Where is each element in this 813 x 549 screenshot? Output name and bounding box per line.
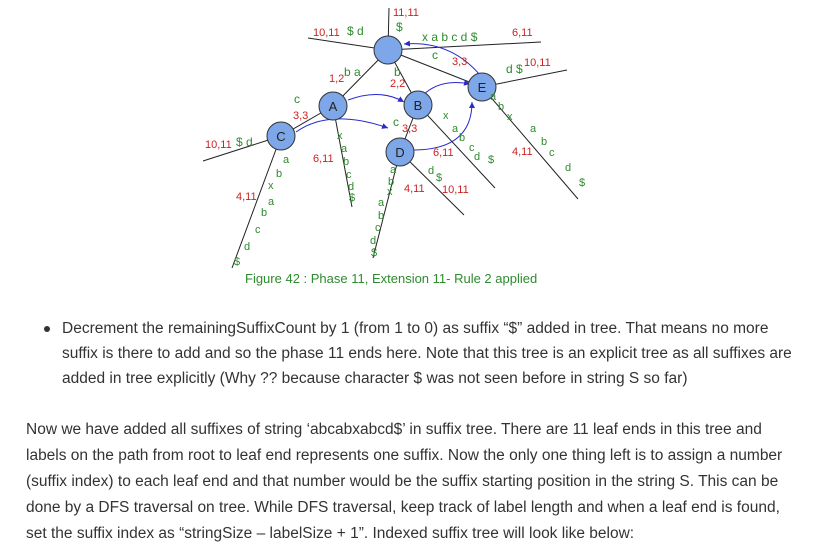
edge-b-leaf <box>417 104 496 189</box>
svg-text:a: a <box>268 196 275 208</box>
svg-text:x: x <box>507 111 513 123</box>
d-leaf2-index: 10,11 <box>442 184 469 196</box>
link-b-e <box>421 79 471 97</box>
a-c-index: 3,3 <box>293 110 308 122</box>
svg-text:b: b <box>378 210 384 222</box>
leaf-char-runs: a b x a b c d $ x a b c d $ a b x a b c … <box>234 91 585 268</box>
svg-text:$: $ <box>579 177 585 189</box>
node-c-letter: C <box>276 129 285 144</box>
body-paragraph: Now we have added all suffixes of string… <box>26 421 783 542</box>
root-a-index: 1,2 <box>329 73 344 85</box>
svg-text:$: $ <box>349 192 355 204</box>
node-e-letter: E <box>478 80 487 95</box>
e-leaf-index: 4,11 <box>512 146 533 158</box>
link-d-b <box>412 101 475 151</box>
link-e-root <box>403 40 481 76</box>
bullet-text: Decrement the remainingSuffixCount by 1 … <box>62 320 792 387</box>
suffix-tree-diagram: A B C D E 11,11 $ 10,11 $ d x a b c d $ … <box>202 7 585 269</box>
svg-text:b: b <box>261 207 267 219</box>
edge-d-leaf2 <box>399 151 465 216</box>
b-d-index: 3,3 <box>402 123 417 135</box>
svg-text:$: $ <box>234 256 240 268</box>
svg-text:a: a <box>341 143 348 155</box>
svg-text:c: c <box>549 147 555 159</box>
svg-text:a: a <box>490 91 497 103</box>
node-letters: A B C D E <box>276 80 486 160</box>
figure-caption: Figure 42 : Phase 11, Extension 11- Rule… <box>245 271 538 286</box>
a-leaf-index: 6,11 <box>313 153 334 165</box>
svg-text:c: c <box>346 169 352 181</box>
root-right-index: 6,11 <box>512 27 533 39</box>
edge-d-leaf1 <box>372 151 401 259</box>
node-a-letter: A <box>329 99 338 114</box>
svg-text:b: b <box>498 101 504 113</box>
b-d-chars: c <box>393 115 399 129</box>
svg-text:d: d <box>428 165 434 177</box>
root-e-char: c <box>432 48 438 62</box>
svg-text:c: c <box>375 222 381 234</box>
suffix-tree-figure: A B C D E 11,11 $ 10,11 $ d x a b c d $ … <box>202 7 585 286</box>
d-leaf1-index: 4,11 <box>404 183 425 195</box>
edge-a-leaf <box>332 105 353 208</box>
svg-text:x: x <box>387 186 393 198</box>
root-e-index: 3,3 <box>452 56 467 68</box>
svg-text:x: x <box>443 110 449 122</box>
root-left-chars: $ d <box>347 24 364 38</box>
svg-text:d: d <box>565 162 571 174</box>
root-b-chars: b <box>394 65 401 79</box>
svg-text:d: d <box>370 235 376 247</box>
svg-text:b: b <box>459 132 465 144</box>
svg-text:x: x <box>268 180 274 192</box>
svg-text:a: a <box>390 164 397 176</box>
c-left-index: 10,11 <box>205 139 232 151</box>
edge-labels: 11,11 $ 10,11 $ d x a b c d $ 6,11 1,2 b… <box>205 7 551 203</box>
node-a <box>318 91 348 121</box>
svg-text:$: $ <box>488 154 494 166</box>
svg-text:x: x <box>337 130 343 142</box>
tree-nodes <box>266 35 497 167</box>
root-a-chars: b a <box>344 65 361 79</box>
root-left-index: 10,11 <box>313 27 340 39</box>
root-right-chars: x a b c d $ <box>422 30 478 44</box>
link-a-b <box>347 94 405 103</box>
root-top-dollar: $ <box>396 20 403 34</box>
svg-text:c: c <box>255 224 261 236</box>
c-leaf-index: 4,11 <box>236 191 257 203</box>
svg-text:d: d <box>348 181 354 193</box>
node-d <box>385 137 415 167</box>
node-b <box>403 90 433 120</box>
root-top-index: 11,11 <box>393 7 419 19</box>
b-leaf-index: 6,11 <box>433 147 454 159</box>
svg-text:a: a <box>530 123 537 135</box>
svg-text:a: a <box>283 154 290 166</box>
svg-text:$: $ <box>436 172 442 184</box>
svg-text:d: d <box>474 151 480 163</box>
c-left-chars: $ d <box>236 135 253 149</box>
node-d-letter: D <box>395 145 404 160</box>
edge-e-leaf <box>481 86 579 200</box>
edge-root-right <box>387 41 542 51</box>
svg-text:c: c <box>469 142 475 154</box>
root-node <box>373 35 403 65</box>
node-e <box>467 72 497 102</box>
edge-c-leaf <box>231 135 282 269</box>
svg-text:$: $ <box>371 247 377 259</box>
e-right-chars: d $ <box>506 62 523 76</box>
svg-text:b: b <box>388 176 394 188</box>
svg-text:d: d <box>244 241 250 253</box>
svg-text:b: b <box>276 168 282 180</box>
node-c <box>266 121 296 151</box>
svg-text:a: a <box>378 197 385 209</box>
root-b-index: 2,2 <box>390 78 405 90</box>
svg-text:b: b <box>541 136 547 148</box>
svg-text:a: a <box>452 123 459 135</box>
node-b-letter: B <box>414 98 423 113</box>
e-right-index: 10,11 <box>524 57 551 69</box>
a-c-chars: c <box>294 92 300 106</box>
bullet-dot <box>44 326 50 332</box>
svg-text:b: b <box>343 156 349 168</box>
